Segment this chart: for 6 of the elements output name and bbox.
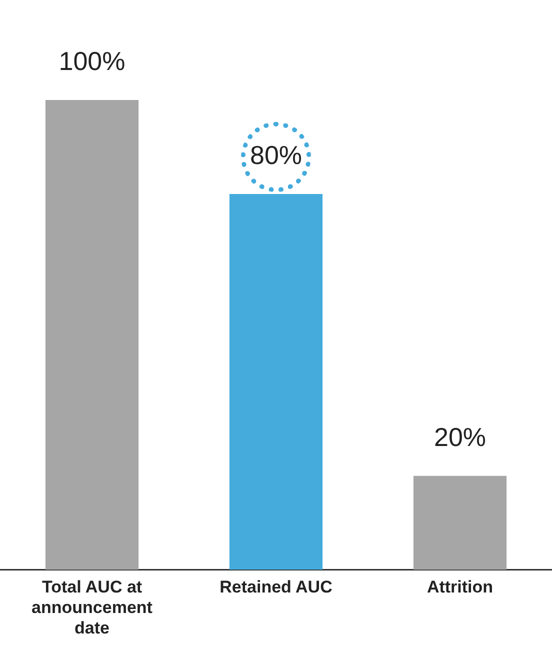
data-label: 100% [58,46,126,76]
x-tick-label: Attrition [426,578,494,597]
data-label: 20% [434,422,486,452]
data-label: 80% [250,140,302,170]
x-tick-label: Total AUC at announcement date [32,578,153,638]
x-tick-label: Retained AUC [220,578,332,597]
